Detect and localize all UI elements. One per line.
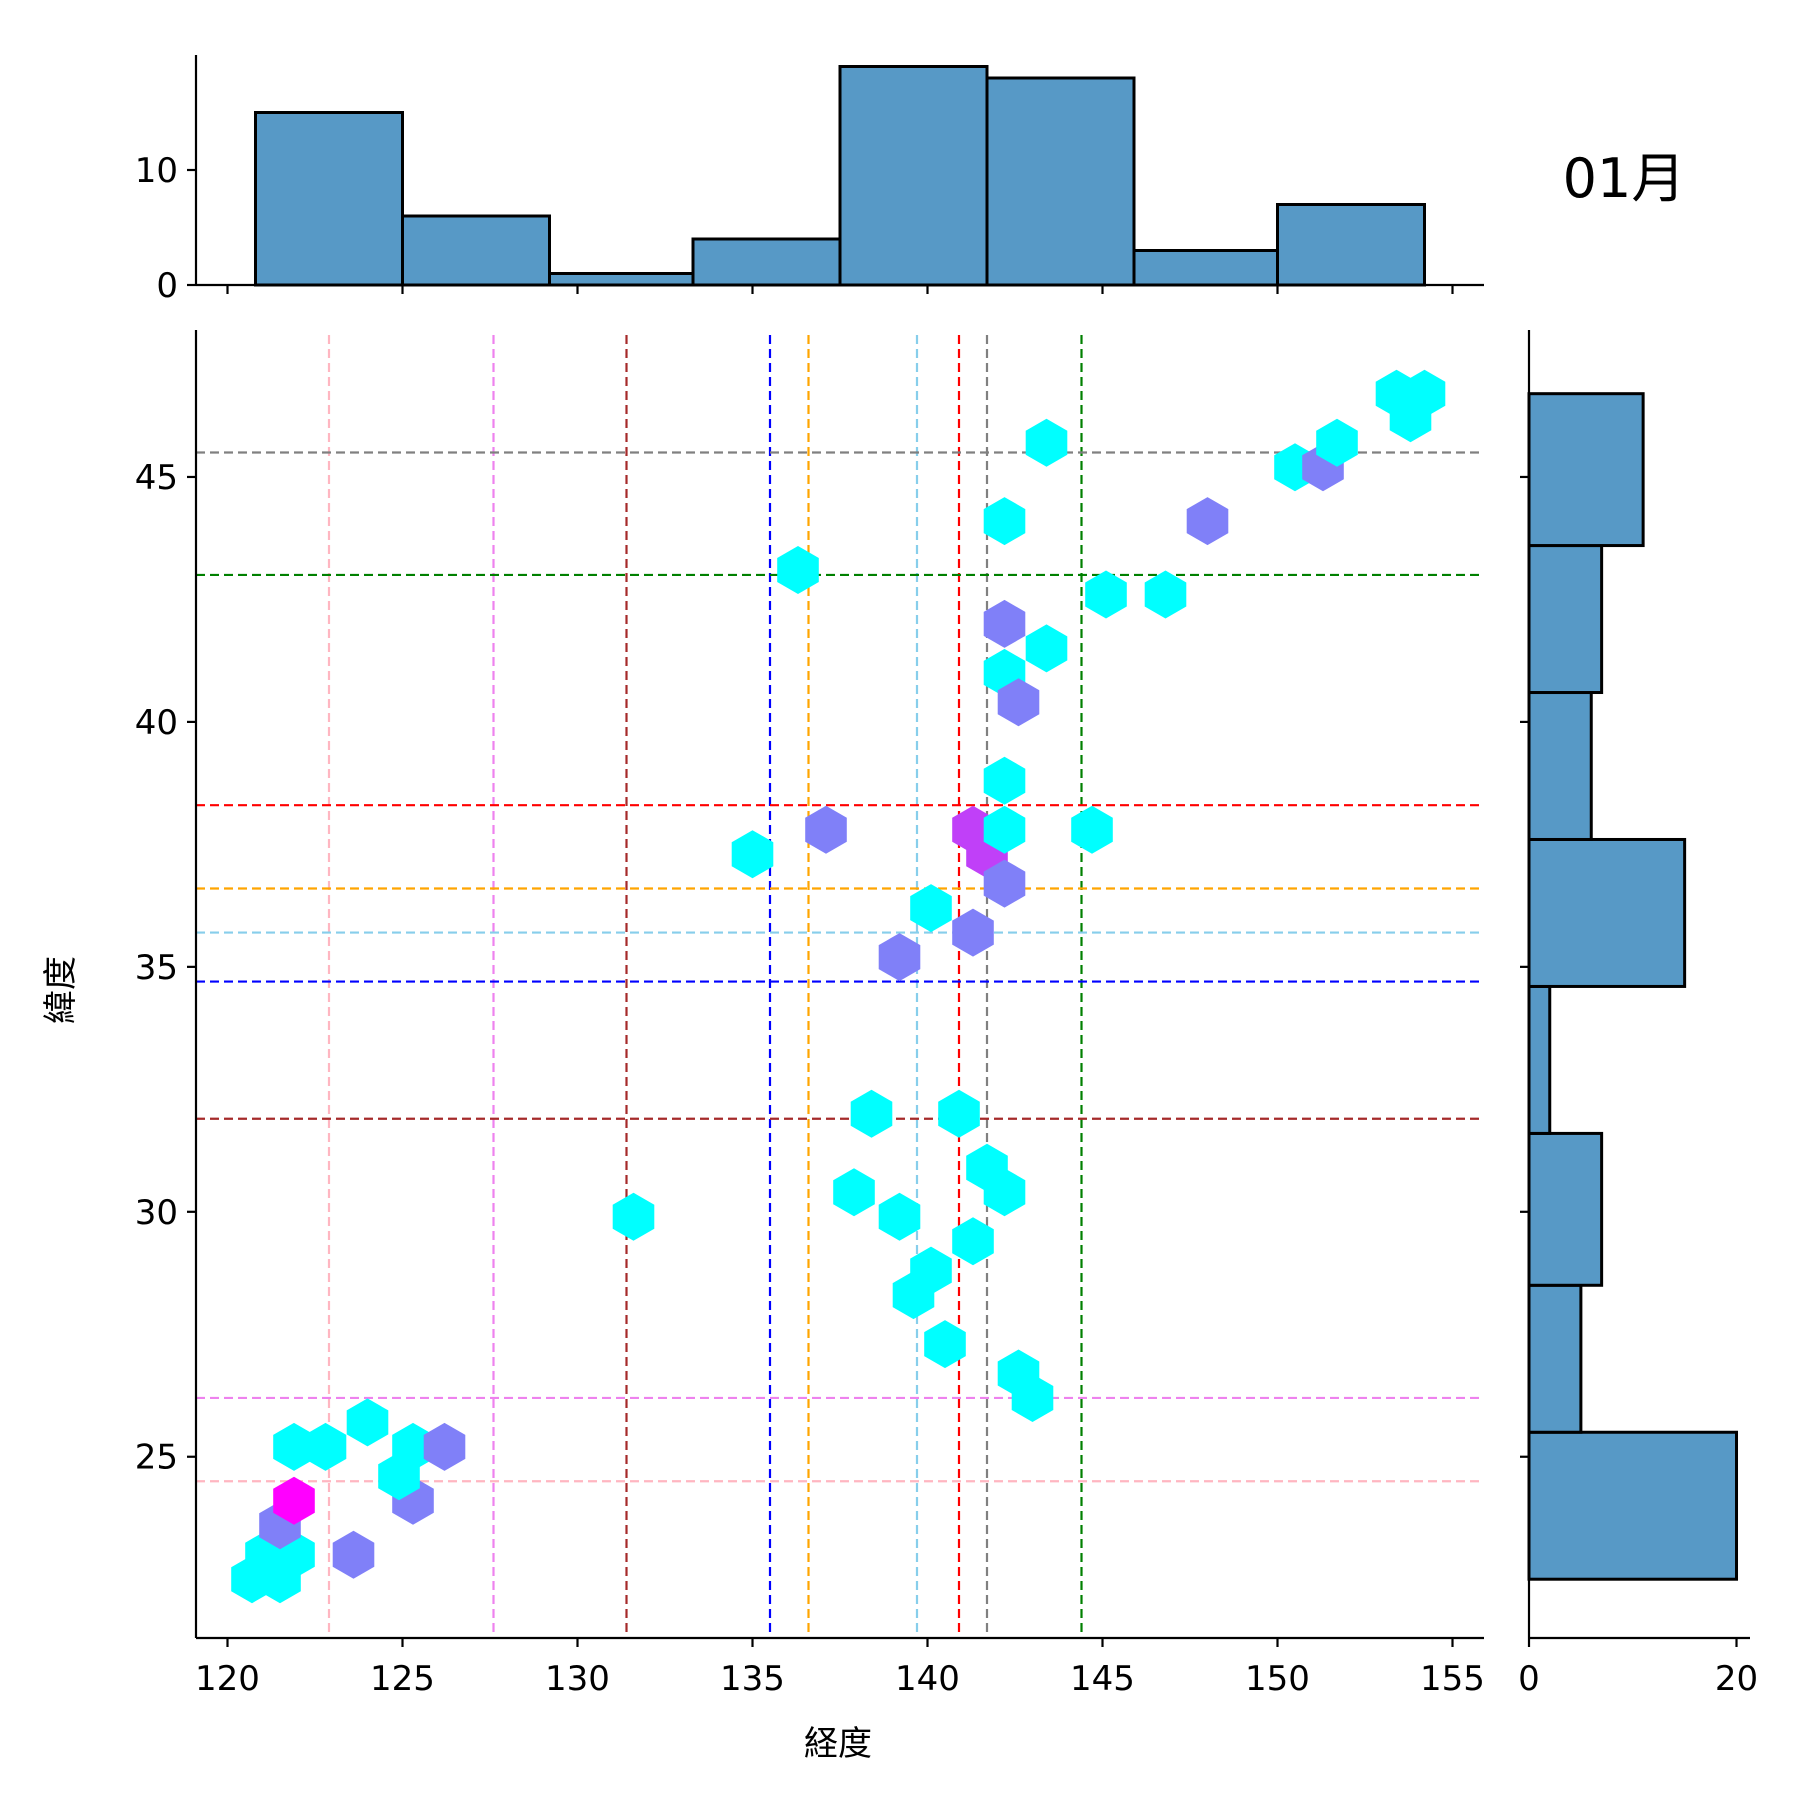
hex-cell-14 [423, 1422, 466, 1471]
hex-cell-51 [1316, 418, 1358, 467]
y-tick-label-35: 35 [135, 948, 178, 988]
hex-cell-35 [983, 805, 1026, 854]
x-hist-bar-3 [548, 272, 695, 287]
chart-title: 01月 [1563, 147, 1686, 210]
y-hist-bar-4 [1527, 984, 1552, 1135]
hex-cell-28 [952, 1217, 994, 1266]
x-tick-label-145: 145 [1070, 1659, 1135, 1699]
y-tick-label-40: 40 [135, 703, 178, 743]
hex-cell-15 [612, 1192, 655, 1241]
hex-cell-20 [833, 1168, 875, 1217]
x-tick-label-140: 140 [895, 1659, 960, 1699]
y-axis-label: 緯度 [41, 956, 81, 1024]
hex-cell-6 [273, 1476, 315, 1525]
y-hist-bar-8 [1527, 392, 1645, 548]
hex-cell-46 [1085, 570, 1127, 619]
hex-cell-27 [938, 1089, 980, 1138]
x-hist-bar-8 [1276, 203, 1426, 287]
x-hist-bar-1 [254, 111, 404, 287]
hex-cell-25 [910, 884, 952, 933]
x-tick-label-120: 120 [195, 1659, 260, 1699]
hex-cell-17 [777, 546, 819, 594]
reference-lines [196, 335, 1484, 1638]
hex-cell-7 [332, 1530, 375, 1579]
y-hist-bar-2 [1527, 1283, 1583, 1434]
right-hist-x-tick-label-20: 20 [1715, 1659, 1758, 1699]
hex-cell-33 [983, 1168, 1026, 1217]
y-tick-label-45: 45 [135, 458, 178, 498]
y-hist-bar-1 [1527, 1430, 1739, 1581]
hex-cell-54 [1403, 369, 1446, 418]
hex-cell-11 [273, 1422, 315, 1471]
x-hist-bar-7 [1132, 249, 1279, 287]
x-hist-bar-2 [401, 214, 551, 287]
right-hist-x-tick-label-0: 0 [1518, 1659, 1540, 1699]
hex-cell-38 [983, 599, 1026, 648]
y-hist-bar-7 [1527, 544, 1604, 695]
hex-cell-43 [1025, 624, 1068, 673]
y-hist-bar-5 [1527, 837, 1687, 988]
y-hist-bar-3 [1527, 1131, 1604, 1287]
x-tick-label-155: 155 [1420, 1659, 1485, 1699]
axes [194, 55, 1750, 1640]
hex-cell-18 [805, 805, 847, 854]
y-hist-bar-6 [1527, 691, 1593, 841]
hex-cell-42 [1011, 1374, 1054, 1422]
x-tick-label-130: 130 [545, 1659, 610, 1699]
hex-cell-29 [952, 908, 994, 957]
hex-cell-16 [731, 830, 774, 879]
x-hist-bar-5 [838, 65, 989, 287]
x-tick-label-150: 150 [1245, 1659, 1310, 1699]
x-histogram [254, 65, 1426, 287]
x-axis-label: 経度 [804, 1724, 872, 1764]
hex-cell-47 [1144, 570, 1187, 619]
hex-cell-34 [983, 859, 1026, 908]
x-tick-label-135: 135 [720, 1659, 785, 1699]
hex-cell-13 [346, 1398, 389, 1447]
x-hist-bar-4 [691, 237, 842, 287]
hex-cell-24 [910, 1246, 952, 1295]
tick-labels: 120 125 130 135 140 145 150 155 25 30 35 40 45 0 10 0 20 [135, 151, 1758, 1699]
hex-cell-39 [997, 678, 1040, 727]
y-tick-label-30: 30 [135, 1193, 178, 1233]
hex-cell-26 [924, 1320, 966, 1369]
hex-cell-19 [850, 1089, 893, 1138]
y-histogram [1527, 392, 1739, 1581]
hex-cell-45 [1071, 805, 1113, 854]
top-hist-y-tick-label-0: 0 [156, 266, 178, 306]
hexbin-cells [231, 369, 1446, 1604]
hex-cell-36 [983, 756, 1026, 805]
y-tick-label-25: 25 [135, 1438, 178, 1478]
x-tick-label-125: 125 [370, 1659, 435, 1699]
hex-cell-22 [878, 933, 921, 982]
hex-cell-40 [983, 497, 1026, 546]
hex-cell-12 [304, 1422, 347, 1471]
top-hist-y-tick-label-10: 10 [135, 151, 178, 191]
hex-cell-21 [878, 1192, 921, 1241]
x-hist-bar-6 [985, 76, 1136, 287]
hex-cell-44 [1025, 418, 1068, 467]
hex-cell-10 [392, 1422, 434, 1471]
hex-cell-48 [1186, 497, 1229, 546]
